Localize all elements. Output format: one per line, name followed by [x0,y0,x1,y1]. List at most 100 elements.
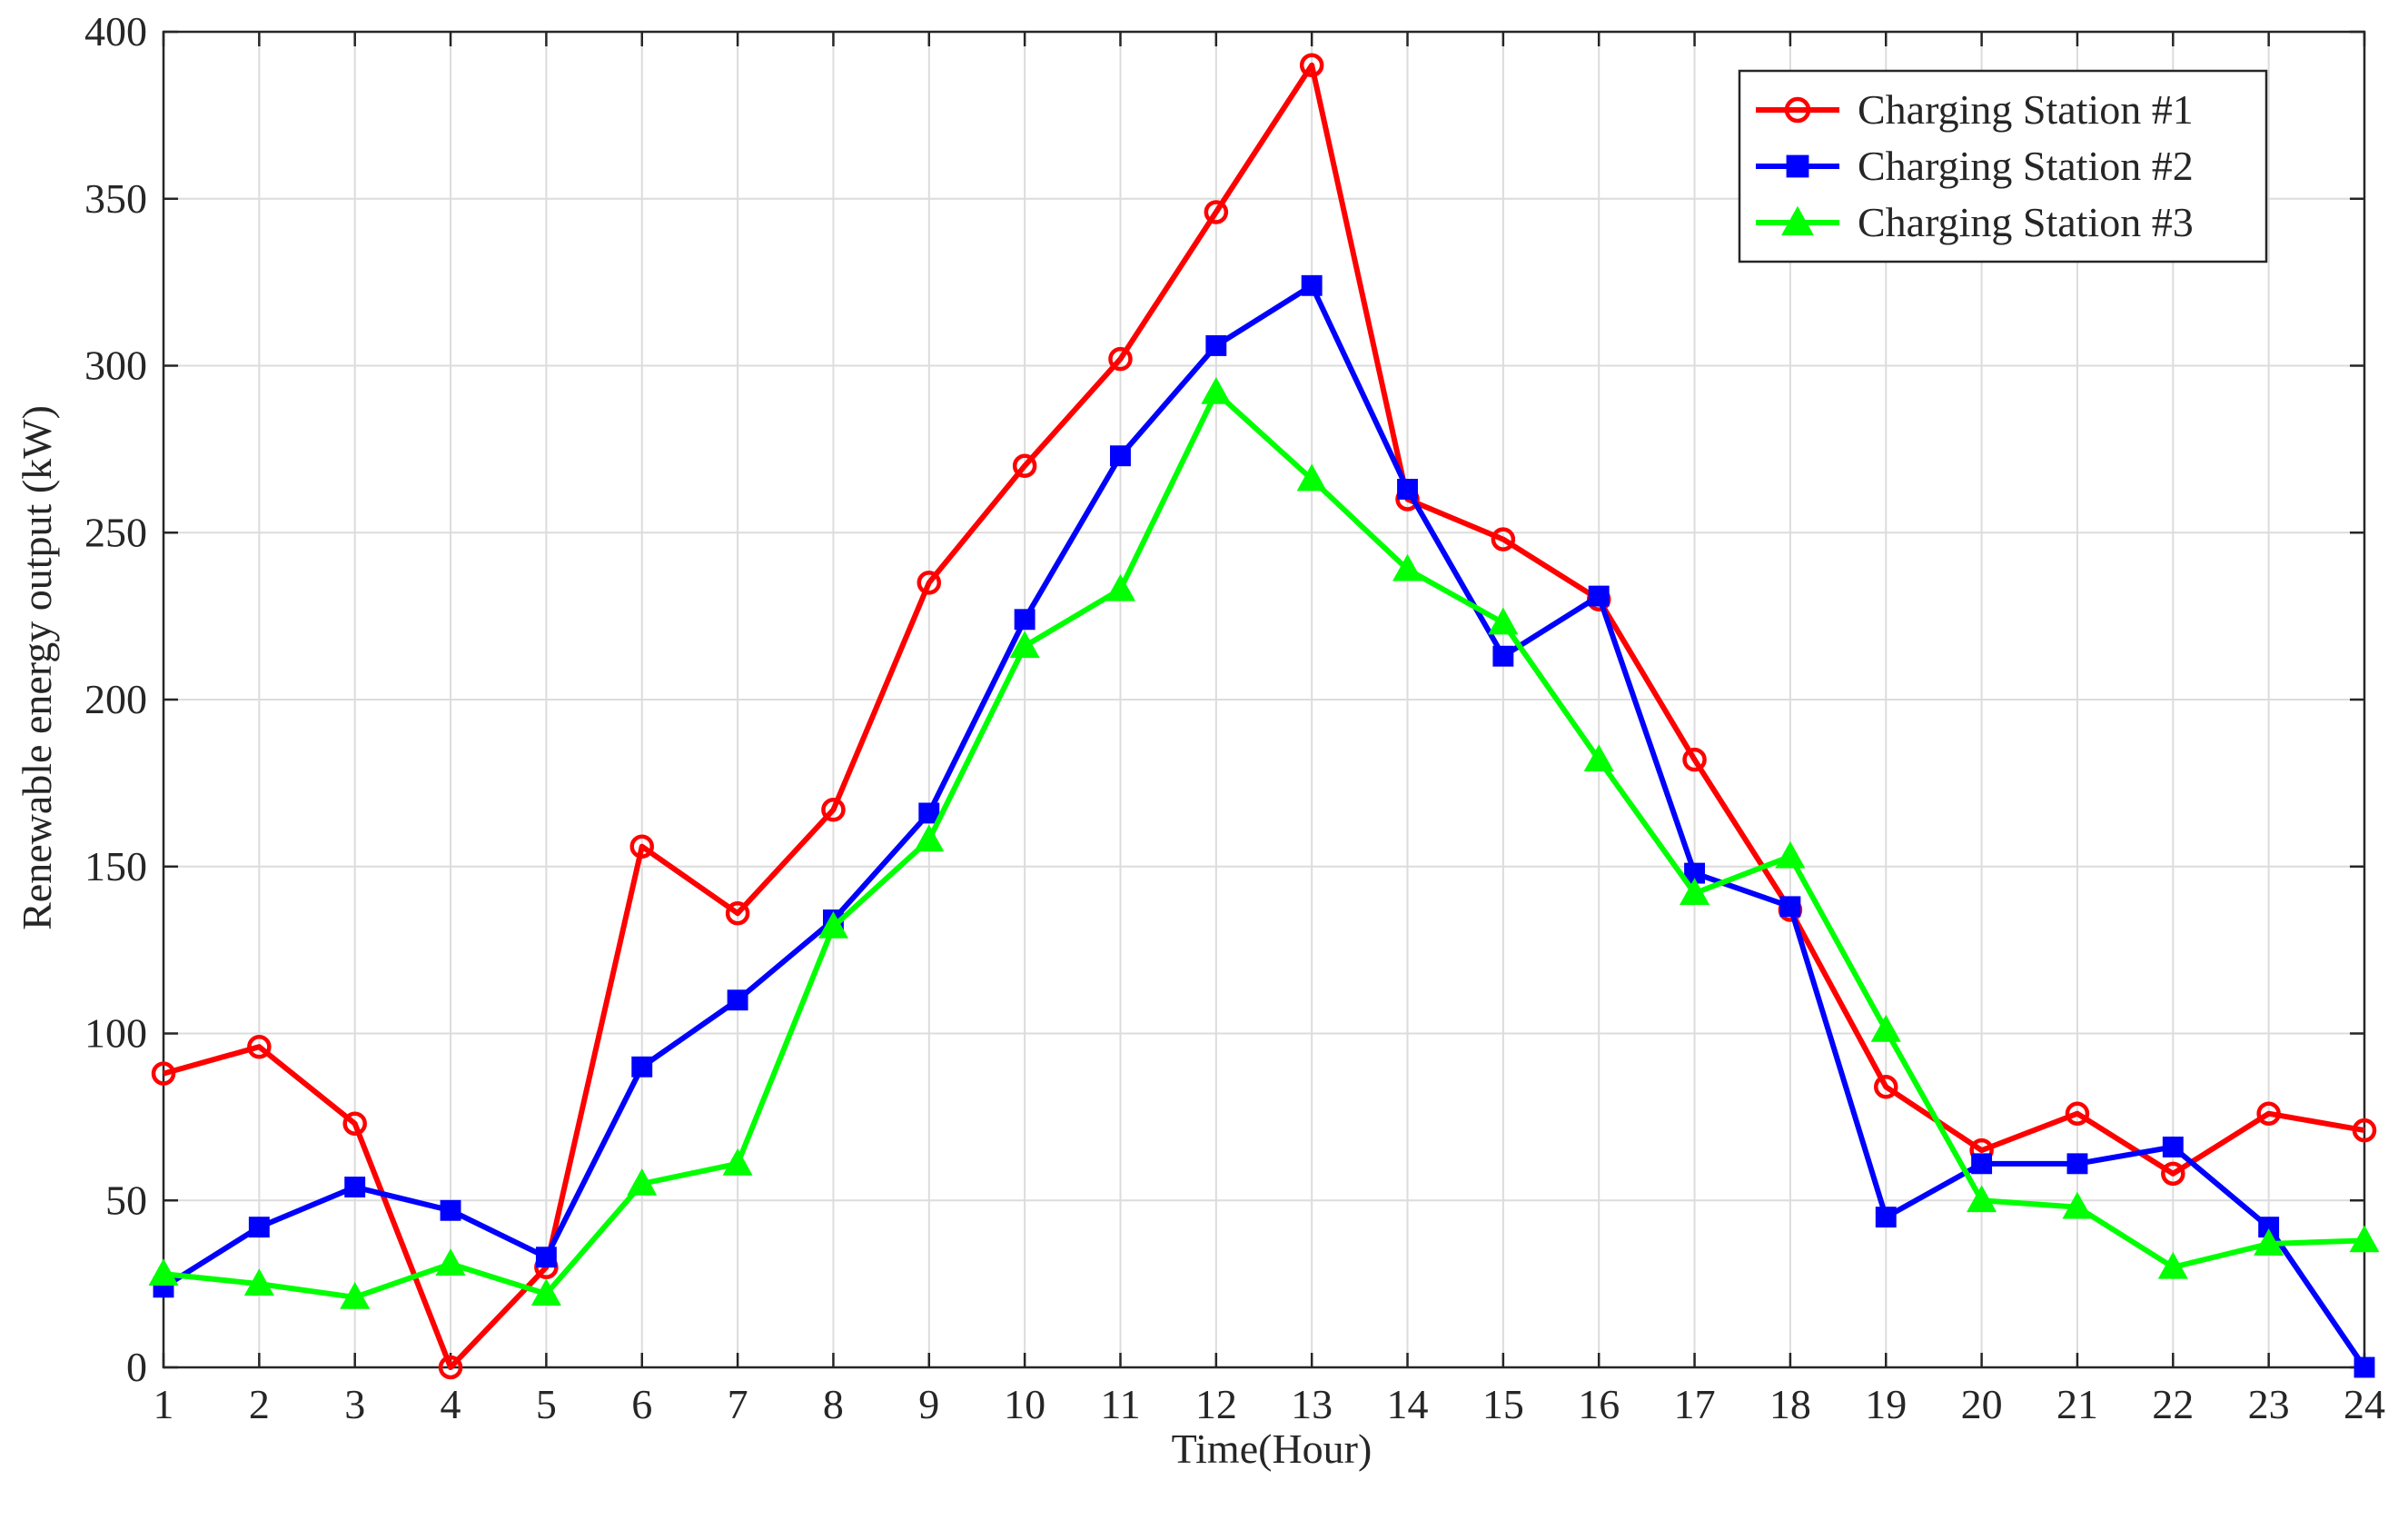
series-3-point [1201,376,1232,404]
series-2-point [2353,1356,2375,1378]
y-tick-label: 300 [84,343,147,389]
y-tick-label: 0 [126,1344,147,1390]
series-1-point [1108,346,1133,372]
series-2-point [440,1199,461,1221]
y-axis-label: Renewable energy output (kW) [14,405,60,930]
series-1-point [1491,527,1516,551]
series-3-point [818,910,848,939]
legend-marker [1786,154,1809,178]
series-3-point [1009,631,1040,659]
series-2-point [248,1217,270,1238]
series-3-point [627,1167,658,1196]
x-tick-label: 1 [154,1381,174,1427]
legend-label: Charging Station #2 [1858,143,2194,189]
y-tick-label: 200 [84,676,147,722]
series-3-point [2254,1228,2284,1256]
series-2-point [535,1247,557,1268]
y-tick-label: 250 [84,509,147,555]
x-tick-label: 4 [441,1381,461,1427]
series-2-point [631,1056,653,1078]
series-1-point [1012,453,1037,478]
series-3-point [914,824,945,852]
series-1-point [342,1111,367,1136]
series-1-point [2256,1101,2281,1126]
series-1-point [2352,1118,2377,1143]
x-tick-label: 22 [2152,1381,2194,1427]
series-3-point [435,1248,466,1276]
series-3-point [243,1268,274,1296]
series-2-point [1779,896,1801,918]
series-3-point [1775,840,1806,869]
legend-marker [1781,205,1814,235]
y-tick-label: 100 [84,1010,147,1057]
series-2-point [727,989,748,1011]
series-1-point [821,798,846,822]
y-tick-label: 50 [105,1177,147,1223]
series-1-point [629,834,654,859]
x-tick-label: 9 [918,1381,939,1427]
series-1-point [1874,1075,1898,1099]
series-2-point [1301,274,1323,296]
series-2-point [2066,1153,2088,1175]
series-3-point [1870,1014,1901,1042]
series-3-point [2157,1251,2188,1279]
series-1-point [725,900,750,926]
y-tick-label: 400 [84,8,147,55]
x-tick-label: 8 [823,1381,844,1427]
series-1-point [247,1034,272,1059]
x-tick-label: 3 [344,1381,365,1427]
series-2-point [1110,445,1131,467]
x-tick-label: 24 [2344,1381,2385,1427]
series-1-point [1299,53,1324,77]
series-3-point [1967,1185,1997,1213]
series-1-point [2065,1101,2090,1126]
series-3-point [2349,1225,2380,1253]
series-3-point [1488,607,1519,635]
x-tick-label: 7 [728,1381,748,1427]
x-tick-label: 17 [1674,1381,1716,1427]
series-1-point [1682,747,1707,772]
x-tick-label: 13 [1291,1381,1333,1427]
x-tick-label: 10 [1004,1381,1045,1427]
series-3-point [1105,573,1136,601]
series-2-point [1875,1207,1897,1228]
x-axis-label: Time(Hour) [1172,1426,1372,1472]
series-3-point [1392,553,1423,581]
series-3-point [1583,744,1614,772]
legend: Charging Station #1 Charging Station #2 Ch… [1738,69,2268,263]
series-3-point [148,1258,179,1286]
series-3-point [530,1278,561,1306]
series-3-point [1680,878,1710,906]
series-1-point [2161,1161,2185,1187]
series-3-point [340,1281,371,1309]
series-2-point [1492,645,1514,667]
x-tick-label: 11 [1100,1381,1140,1427]
x-tick-label: 16 [1578,1381,1620,1427]
x-tick-label: 19 [1865,1381,1907,1427]
series-2-point [1205,335,1227,356]
x-tick-label: 18 [1769,1381,1811,1427]
x-tick-label: 6 [631,1381,652,1427]
series-2-point [1014,609,1036,631]
series-2-point [1397,479,1418,500]
series-1-line [163,62,2365,1370]
legend-marker [1784,96,1811,124]
series-2-point [1588,585,1610,607]
tick-labels: 1 2 3 4 5 6 7 8 9 10 11 12 13 14 15 16 17 18 19 20 21 22 23 240… [84,8,2385,1427]
series-1-point [1204,200,1229,224]
series-3-line [163,389,2365,1300]
y-tick-label: 350 [84,175,147,222]
series-3-point [722,1147,753,1176]
series-2-point [344,1177,366,1197]
x-tick-label: 12 [1195,1381,1237,1427]
series-2 [153,274,2375,1378]
y-tick-label: 150 [84,843,147,889]
legend-label: Charging Station #3 [1858,199,2194,245]
x-tick-label: 21 [2056,1381,2098,1427]
series-layer [148,53,2380,1380]
series-2-point [918,802,940,824]
x-tick-label: 14 [1387,1381,1429,1427]
series-1-point [917,571,942,595]
